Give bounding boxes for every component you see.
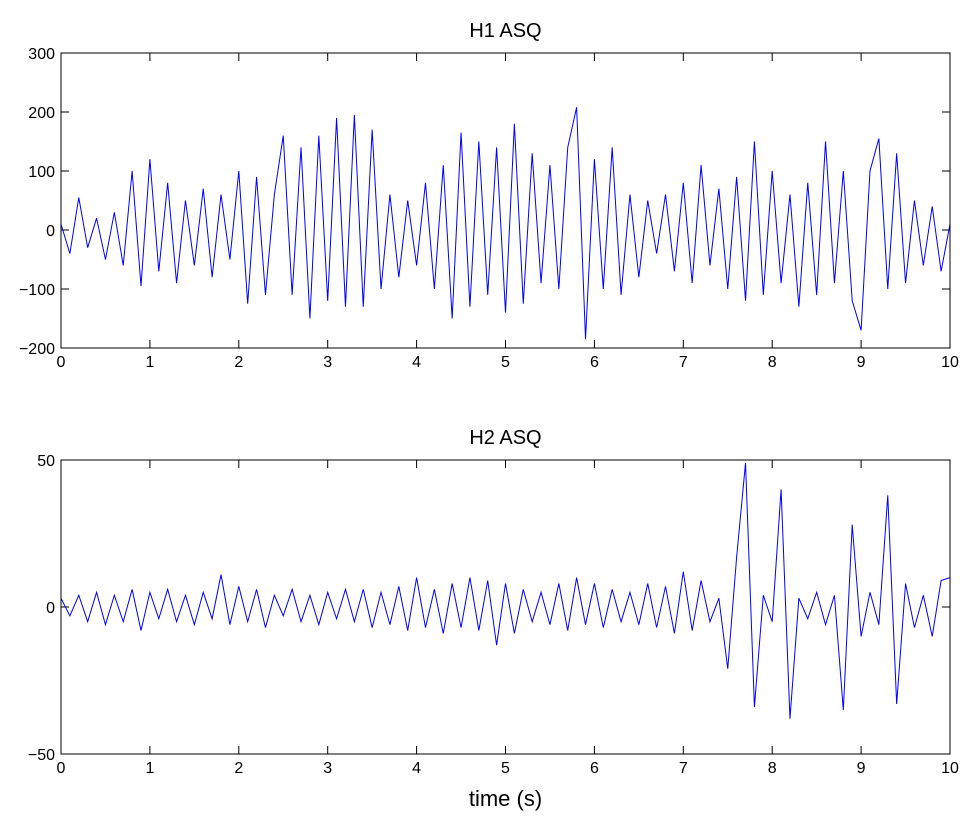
x-tick-label: 0 (57, 760, 66, 777)
signal-line (60, 462, 951, 719)
x-tick-label: 6 (590, 760, 599, 777)
y-tick-label: 50 (37, 453, 55, 470)
y-tick-label: −50 (28, 747, 55, 764)
y-tick-label: −200 (19, 341, 55, 358)
x-tick-label: 1 (145, 760, 154, 777)
x-tick-label: 0 (57, 354, 66, 371)
x-tick-label: 8 (768, 354, 777, 371)
x-tick-label: 5 (501, 354, 510, 371)
x-tick-label: 6 (590, 354, 599, 371)
x-tick-label: 7 (679, 354, 688, 371)
x-tick-label: 4 (412, 760, 421, 777)
x-tick-label: 1 (145, 354, 154, 371)
y-tick-label: 300 (28, 46, 55, 63)
y-tick-label: 0 (46, 223, 55, 240)
x-tick-label: 9 (857, 354, 866, 371)
x-tick-label: 5 (501, 760, 510, 777)
chart-title: H1 ASQ (469, 20, 541, 42)
x-tick-label: 3 (323, 760, 332, 777)
axes-frame (60, 52, 951, 349)
x-tick-label: 3 (323, 354, 332, 371)
plot-area (61, 460, 950, 754)
plot-area (61, 53, 950, 348)
x-tick-label: 8 (768, 760, 777, 777)
x-tick-label: 10 (941, 354, 959, 371)
x-tick-label: 4 (412, 354, 421, 371)
axes-frame (60, 459, 951, 755)
y-tick-label: 200 (28, 105, 55, 122)
x-tick-label: 2 (234, 354, 243, 371)
y-tick-label: −100 (19, 282, 55, 299)
y-tick-label: 100 (28, 164, 55, 181)
x-tick-label: 7 (679, 760, 688, 777)
y-tick-label: 0 (46, 600, 55, 617)
x-tick-label: 10 (941, 760, 959, 777)
x-tick-label: 9 (857, 760, 866, 777)
x-axis-label: time (s) (469, 786, 542, 811)
signal-line (60, 107, 951, 340)
x-tick-label: 2 (234, 760, 243, 777)
chart-title: H2 ASQ (469, 427, 541, 449)
